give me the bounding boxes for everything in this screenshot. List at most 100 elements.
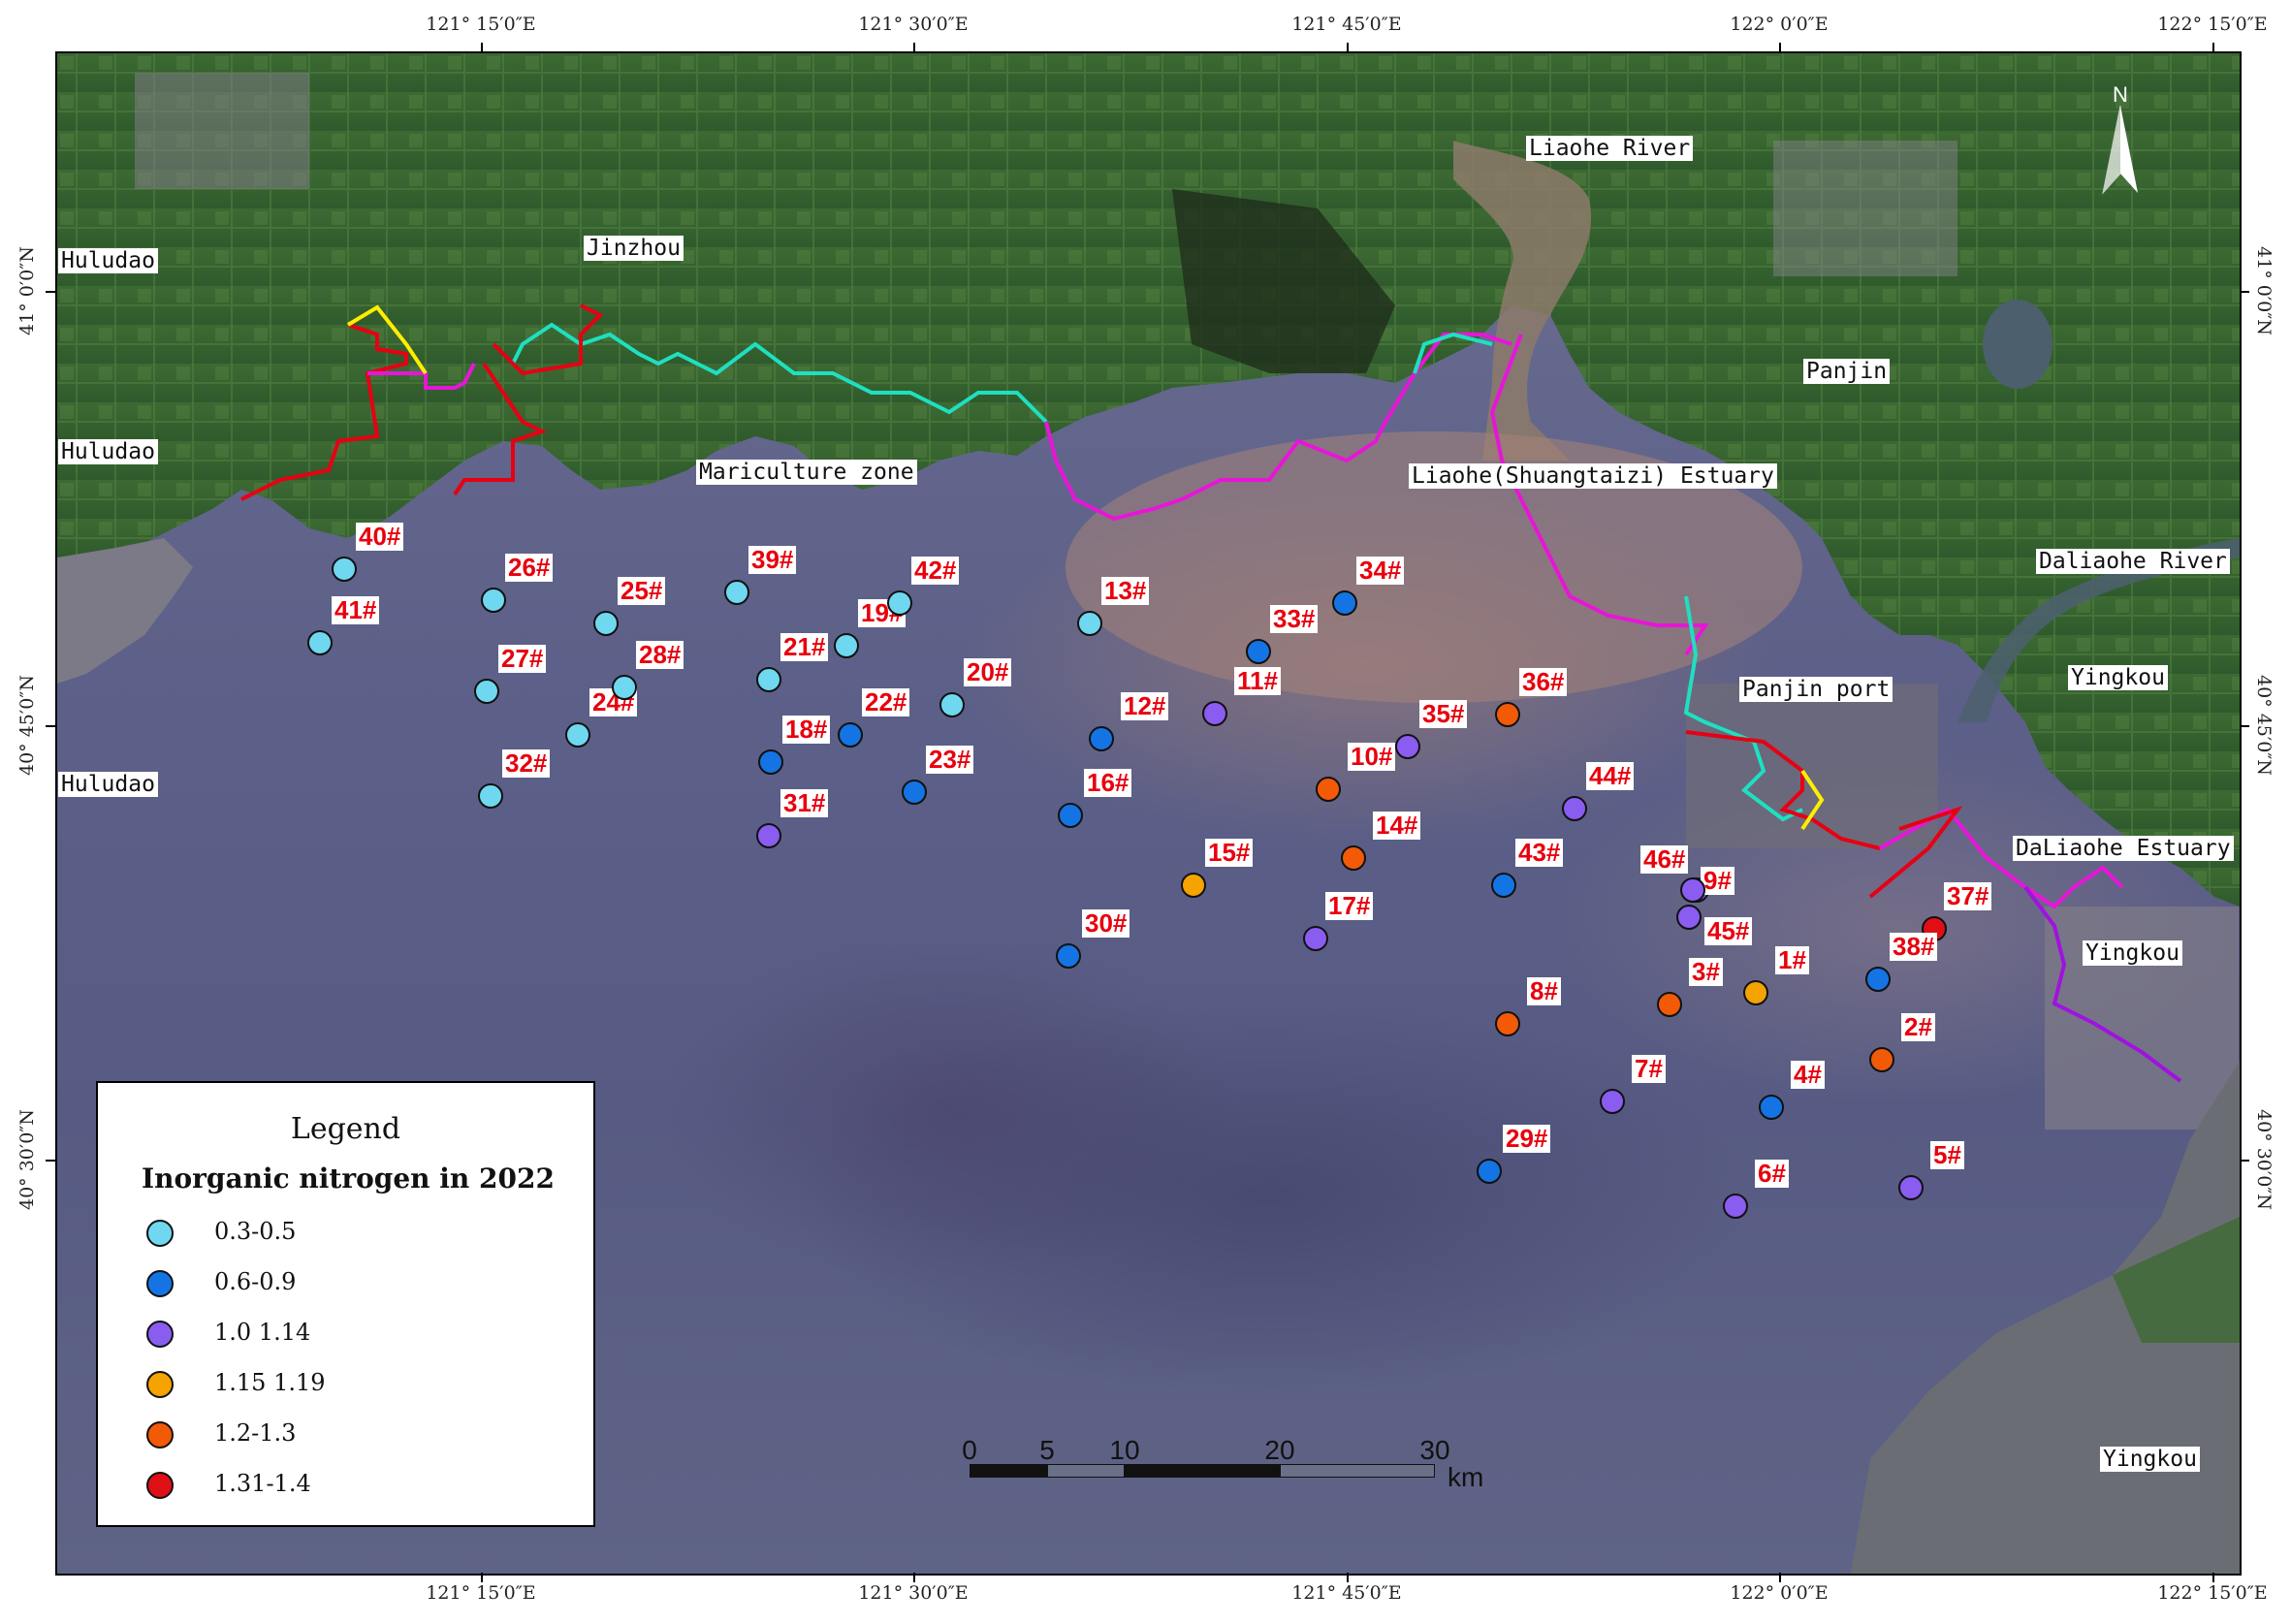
legend-title: Legend [290, 1112, 401, 1146]
scale-segment [970, 1464, 1047, 1478]
north-arrow-icon [2102, 106, 2138, 195]
station-marker[interactable] [1676, 905, 1702, 930]
scale-label: 5 [1039, 1435, 1055, 1465]
station-marker[interactable] [1056, 943, 1081, 969]
station-marker[interactable] [1657, 992, 1682, 1017]
station-marker[interactable] [1341, 845, 1366, 871]
station-marker[interactable] [1495, 1011, 1520, 1036]
station-marker[interactable] [1491, 873, 1516, 898]
station-label: 33# [1270, 605, 1319, 633]
station-marker[interactable] [834, 633, 859, 658]
station-label: 37# [1944, 882, 1992, 910]
station-marker[interactable] [1395, 734, 1420, 759]
station-marker[interactable] [1865, 967, 1891, 992]
top-tick-label: 122° 0′0″E [1730, 14, 1829, 35]
station-label: 41# [332, 596, 380, 624]
place-label-huludao: Huludao [58, 439, 158, 465]
station-marker[interactable] [1246, 639, 1271, 664]
station-label: 1# [1775, 946, 1809, 974]
tick-mark [46, 1160, 55, 1162]
station-marker[interactable] [1898, 1175, 1924, 1200]
station-marker[interactable] [1332, 590, 1357, 616]
legend-label: 1.0 1.14 [214, 1319, 311, 1346]
station-label: 45# [1704, 917, 1753, 945]
station-marker[interactable] [1202, 701, 1227, 726]
legend-swatch [146, 1220, 174, 1247]
station-label: 40# [356, 523, 404, 551]
station-label: 20# [964, 658, 1012, 686]
scale-label: 0 [962, 1435, 977, 1465]
station-marker[interactable] [1058, 803, 1083, 828]
station-marker[interactable] [838, 722, 863, 748]
station-marker[interactable] [1089, 726, 1114, 751]
station-marker[interactable] [1316, 777, 1341, 802]
bottom-tick-label: 122° 0′0″E [1730, 1582, 1829, 1604]
station-marker[interactable] [1077, 611, 1102, 636]
station-label: 23# [926, 746, 974, 774]
legend-swatch [146, 1321, 174, 1348]
station-label: 44# [1586, 762, 1635, 790]
station-marker[interactable] [902, 780, 927, 805]
place-label-mariculture-zone: Mariculture zone [696, 460, 917, 486]
station-marker[interactable] [307, 630, 333, 655]
station-marker[interactable] [474, 679, 499, 704]
station-marker[interactable] [1680, 877, 1705, 903]
right-tick-label: 40° 45′0″N [2253, 674, 2275, 777]
station-marker[interactable] [1723, 1194, 1748, 1219]
legend-label: 0.6-0.9 [214, 1268, 297, 1295]
station-label: 30# [1082, 909, 1130, 938]
station-marker[interactable] [1562, 796, 1587, 821]
station-marker[interactable] [756, 823, 781, 848]
place-label-liaohe-river: Liaohe River [1526, 136, 1694, 162]
liaohe-river-channel [1453, 141, 1591, 461]
tick-mark [46, 291, 55, 293]
station-label: 11# [1234, 667, 1281, 695]
station-marker[interactable] [1869, 1047, 1894, 1072]
scale-segment [1280, 1464, 1435, 1478]
station-marker[interactable] [724, 580, 749, 605]
station-marker[interactable] [565, 722, 590, 748]
station-label: 10# [1348, 743, 1396, 771]
station-label: 16# [1084, 769, 1132, 797]
legend-label: 0.3-0.5 [214, 1218, 297, 1245]
land-west [57, 538, 193, 684]
station-marker[interactable] [481, 588, 506, 613]
station-label: 5# [1930, 1141, 1964, 1169]
scale-label: 30 [1419, 1435, 1450, 1465]
place-label-panjin-port: Panjin port [1739, 677, 1893, 703]
station-marker[interactable] [1477, 1159, 1502, 1184]
station-marker[interactable] [939, 692, 965, 717]
station-marker[interactable] [756, 667, 781, 692]
station-marker[interactable] [1600, 1089, 1625, 1114]
station-marker[interactable] [887, 590, 912, 616]
station-label: 2# [1901, 1013, 1935, 1041]
station-label: 13# [1101, 577, 1150, 605]
tick-mark [2240, 291, 2249, 293]
place-label-yingkou: Yingkou [2068, 665, 2168, 691]
station-marker[interactable] [1759, 1095, 1784, 1120]
station-marker[interactable] [1495, 702, 1520, 727]
top-tick-label: 121° 15′0″E [426, 14, 536, 35]
station-marker[interactable] [332, 557, 357, 582]
station-marker[interactable] [758, 749, 783, 775]
station-label: 29# [1503, 1125, 1551, 1153]
station-label: 46# [1640, 845, 1689, 874]
station-label: 26# [505, 554, 554, 582]
left-tick-label: 40° 45′0″N [16, 674, 38, 777]
station-marker[interactable] [1181, 873, 1206, 898]
station-marker[interactable] [1303, 926, 1328, 951]
left-tick-label: 41° 0′0″N [16, 246, 38, 335]
place-label-panjin: Panjin [1803, 359, 1891, 385]
place-label-jinzhou: Jinzhou [584, 236, 684, 262]
station-label: 8# [1527, 977, 1561, 1005]
place-label-yingkou: Yingkou [2083, 940, 2182, 967]
station-marker[interactable] [593, 611, 619, 636]
station-label: 27# [498, 645, 547, 673]
station-marker[interactable] [1743, 980, 1768, 1005]
station-label: 12# [1121, 692, 1169, 720]
station-label: 25# [618, 577, 666, 605]
land-north [57, 53, 2240, 907]
place-label-daliaohe-estuary: DaLiaohe Estuary [2013, 836, 2234, 862]
station-marker[interactable] [478, 783, 503, 809]
station-marker[interactable] [612, 675, 637, 700]
